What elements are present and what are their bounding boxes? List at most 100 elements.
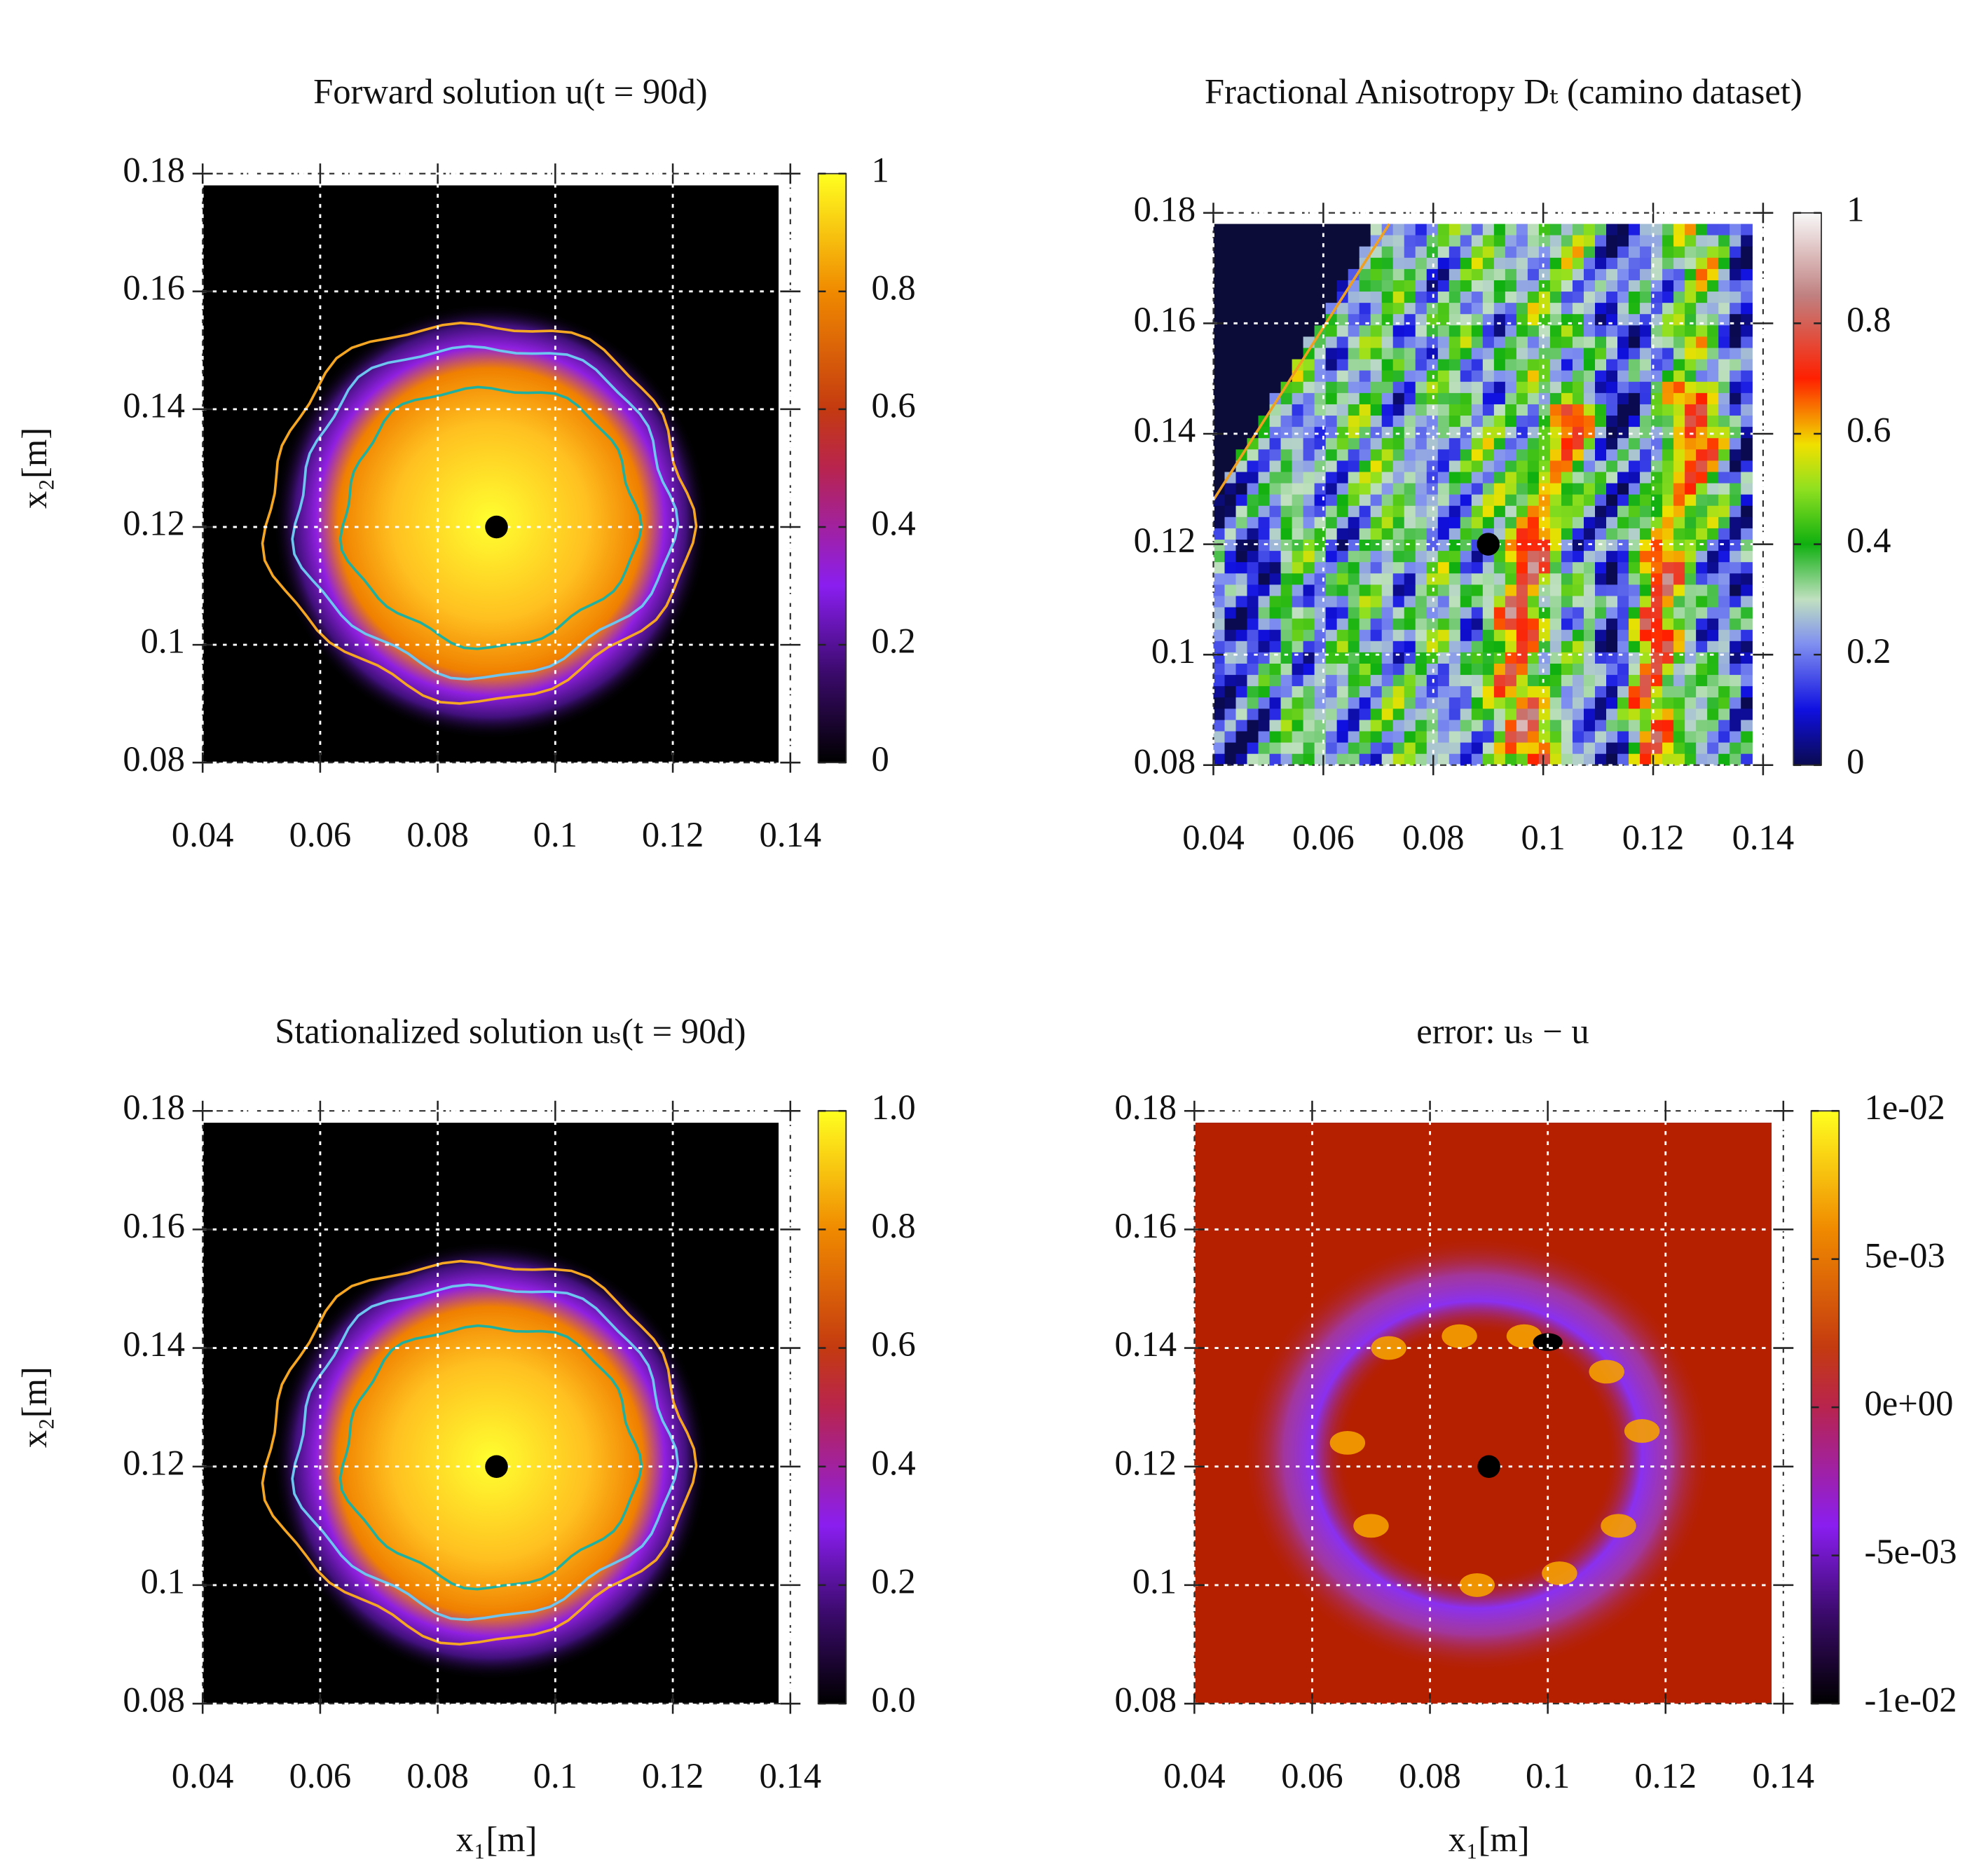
fa-cell — [1561, 663, 1573, 676]
fa-cell — [1516, 675, 1528, 687]
fa-cell — [1415, 268, 1427, 281]
fa-cell — [1404, 663, 1416, 676]
fa-cell — [1415, 596, 1427, 608]
fa-cell — [1685, 303, 1697, 315]
fa-cell — [1247, 224, 1259, 236]
fa-cell — [1696, 257, 1708, 270]
fa-cell — [1595, 460, 1607, 473]
fa-cell — [1213, 336, 1226, 349]
fa-cell — [1538, 742, 1551, 755]
fa-cell — [1370, 381, 1383, 394]
fa-cell — [1685, 697, 1697, 710]
fa-cell — [1381, 629, 1394, 642]
fa-cell — [1314, 268, 1327, 281]
fa-cell — [1583, 438, 1596, 451]
fa-cell — [1449, 697, 1461, 710]
fa-cell — [1359, 697, 1371, 710]
fa-cell — [1213, 528, 1226, 540]
fa-cell — [1516, 753, 1528, 766]
fa-cell — [1629, 562, 1641, 574]
fa-cell — [1370, 348, 1383, 360]
fa-cell — [1303, 325, 1315, 338]
fa-cell — [1595, 562, 1607, 574]
fa-cell — [1538, 562, 1551, 574]
fa-cell — [1224, 314, 1237, 327]
fa-cell — [1673, 359, 1685, 371]
fa-cell — [1572, 359, 1584, 371]
fa-cell — [1718, 392, 1730, 405]
fa-cell — [1662, 246, 1674, 259]
fa-cell — [1741, 336, 1753, 349]
fa-cell — [1549, 641, 1562, 653]
fa-cell — [1325, 449, 1338, 462]
fa-cell — [1707, 257, 1719, 270]
fa-cell — [1314, 292, 1327, 303]
fa-cell — [1651, 494, 1663, 507]
fa-cell — [1662, 438, 1674, 451]
fa-cell — [1213, 708, 1226, 721]
fa-cell — [1471, 753, 1484, 766]
fa-cell — [1348, 292, 1360, 303]
fa-cell — [1280, 416, 1293, 427]
fa-cell — [1381, 652, 1394, 664]
fa-cell — [1707, 224, 1719, 236]
fa-cell — [1617, 483, 1629, 495]
fa-cell — [1258, 449, 1271, 462]
fa-cell — [1235, 494, 1248, 507]
fa-cell — [1493, 516, 1506, 529]
fa-cell — [1471, 641, 1484, 653]
fa-cell — [1460, 596, 1472, 608]
fa-cell — [1280, 325, 1293, 338]
fa-cell — [1437, 494, 1450, 507]
fa-cell — [1505, 584, 1517, 597]
fa-cell — [1303, 257, 1315, 270]
fa-cell — [1392, 235, 1405, 247]
fa-cell — [1572, 753, 1584, 766]
fa-cell — [1640, 268, 1652, 281]
fa-cell — [1673, 686, 1685, 698]
fa-cell — [1505, 652, 1517, 664]
fa-cell — [1471, 303, 1484, 315]
fa-cell — [1449, 370, 1461, 383]
fa-cell — [1696, 416, 1708, 427]
fa-cell — [1561, 731, 1573, 744]
fa-cell — [1696, 280, 1708, 292]
fa-cell — [1629, 224, 1641, 236]
fa-cell — [1505, 224, 1517, 236]
fa-cell — [1213, 404, 1226, 416]
fa-cell — [1471, 235, 1484, 247]
fa-cell — [1348, 573, 1360, 586]
fa-cell — [1482, 708, 1495, 721]
fa-cell — [1629, 392, 1641, 405]
fa-cell — [1617, 641, 1629, 653]
fa-cell — [1314, 618, 1327, 631]
fa-cell — [1595, 516, 1607, 529]
fa-cell — [1662, 618, 1674, 631]
fa-cell — [1280, 472, 1293, 484]
fa-cell — [1549, 381, 1562, 394]
fa-cell — [1595, 427, 1607, 439]
fa-cell — [1258, 562, 1271, 574]
fa-cell — [1493, 292, 1506, 303]
colorbar-tick-label: 0.2 — [1847, 631, 1891, 671]
y-tick-label: 0.12 — [1115, 1443, 1177, 1482]
fa-cell — [1213, 540, 1226, 552]
fa-cell — [1303, 292, 1315, 303]
fa-cell — [1348, 516, 1360, 529]
fa-cell — [1325, 697, 1338, 710]
fa-cell — [1426, 416, 1439, 427]
fa-cell — [1696, 697, 1708, 710]
fa-cell — [1718, 505, 1730, 518]
fa-cell — [1247, 686, 1259, 698]
contour-line — [261, 1259, 698, 1646]
fa-cell — [1303, 359, 1315, 371]
fa-cell — [1741, 641, 1753, 653]
fa-cell — [1629, 483, 1641, 495]
fa-cell — [1314, 562, 1327, 574]
fa-cell — [1303, 235, 1315, 247]
fa-cell — [1426, 618, 1439, 631]
fa-cell — [1549, 449, 1562, 462]
x-tick-label: 0.06 — [1281, 1756, 1343, 1795]
fa-cell — [1247, 392, 1259, 405]
fa-cell — [1449, 573, 1461, 586]
